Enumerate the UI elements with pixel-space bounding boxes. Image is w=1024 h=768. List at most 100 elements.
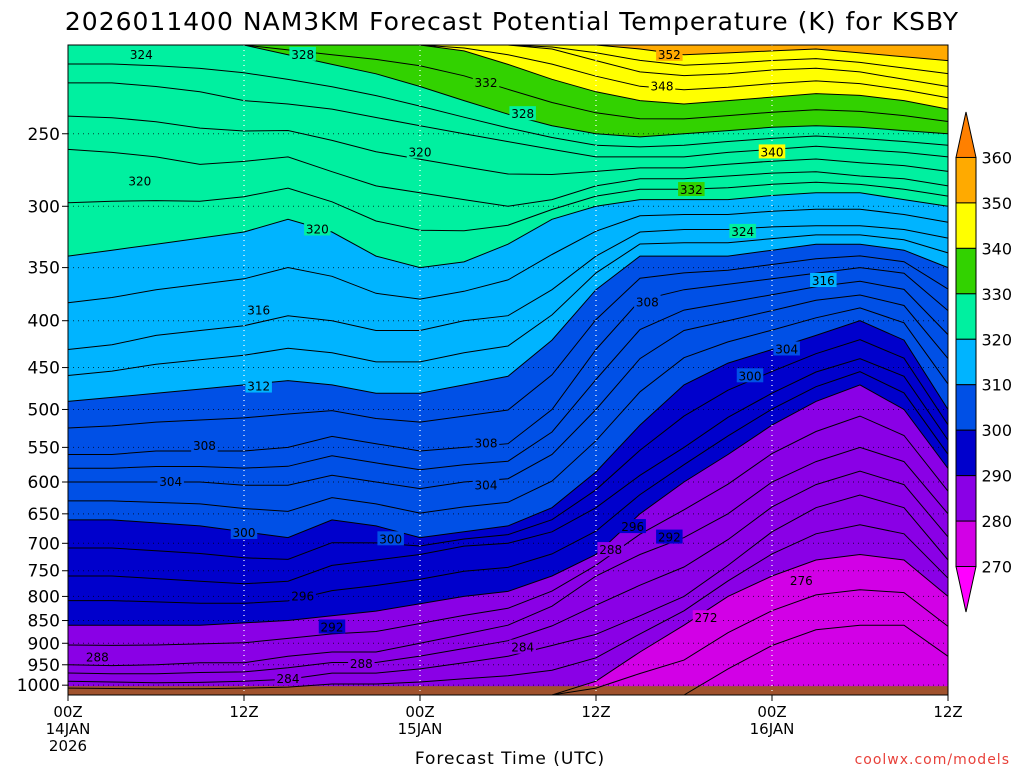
y-tick-label: 250: [28, 125, 60, 145]
contour-label-bg: [678, 182, 705, 197]
contour-label-text: 324: [130, 48, 153, 62]
contour-label-text: 292: [658, 531, 681, 545]
colorbar-label: 360: [981, 148, 1012, 167]
band-356: [68, 45, 948, 61]
contour-label: 312: [245, 378, 272, 394]
contour-284: [67, 494, 949, 684]
contour-label-bg: [472, 477, 500, 492]
x-tick-label: 12Z: [933, 703, 962, 721]
y-tick-label: 350: [28, 259, 60, 279]
contour-label: 324: [729, 223, 756, 239]
colorbar-arrow-bottom: [955, 566, 977, 613]
contour-label-bg: [230, 524, 258, 539]
contour-label: 332: [472, 74, 500, 90]
y-tick-label: 450: [28, 359, 60, 379]
contour-label: 340: [758, 144, 786, 159]
contour-label-text: 300: [739, 369, 762, 383]
colorbar: 360 350 340 330 320 310 300 290 280 270: [955, 111, 1012, 613]
contour-label-bg: [128, 46, 155, 61]
contour-labels: 324 328 332 352 348 328 320 320 340 332 320 324 316 3…: [84, 46, 837, 686]
contour-label-text: 304: [159, 475, 182, 489]
contour-label-bg: [304, 221, 331, 236]
contour-label-text: 276: [790, 574, 813, 588]
contour-label: 332: [678, 182, 705, 197]
contour-label: 272: [692, 610, 720, 625]
contour-label-bg: [126, 173, 154, 188]
contour-label-text: 340: [761, 145, 784, 159]
contour-label-bg: [84, 649, 111, 664]
y-tick-label: 550: [28, 438, 60, 458]
contour-mid: [67, 524, 949, 690]
contour-label-bg: [245, 378, 272, 393]
contour-320: [67, 192, 949, 269]
contour-label-bg: [472, 435, 500, 450]
x-tick-label: 12Z: [581, 703, 610, 721]
y-tick-label: 1000: [17, 676, 60, 696]
contour-label-text: 308: [193, 439, 216, 453]
contour-mid: [67, 234, 949, 376]
colorbar-segment: [955, 338, 977, 386]
credit-link[interactable]: coolwx.com/models: [855, 752, 1010, 768]
contour-316: [67, 225, 949, 350]
contour-label-bg: [736, 368, 764, 383]
colorbar-label: 320: [981, 330, 1012, 349]
contour-label: 308: [472, 435, 500, 451]
contour-label: 328: [509, 106, 536, 121]
contour-label: 284: [274, 671, 302, 686]
contour-label: 320: [406, 144, 434, 159]
x-tick-label: 14JAN: [46, 720, 91, 738]
contour-label-bg: [619, 519, 646, 534]
contour-label-text: 308: [475, 437, 498, 451]
x-tick-label: 00Z: [53, 703, 82, 721]
contour-label-bg: [810, 273, 837, 288]
contour-label-bg: [634, 294, 661, 309]
contour-label-bg: [692, 610, 720, 625]
colorbar-label: 310: [981, 376, 1012, 395]
contour-label: 348: [648, 78, 676, 94]
colorbar-segment: [955, 384, 977, 431]
contour-label-text: 320: [128, 175, 151, 189]
contour-label-text: 304: [775, 342, 798, 356]
colorbar-label: 270: [981, 558, 1012, 577]
contour-label: 300: [377, 531, 404, 546]
contour-label-text: 284: [511, 641, 534, 655]
contour-label-text: 300: [233, 526, 256, 540]
colorbar-segment: [955, 202, 977, 249]
colorbar-segment: [955, 156, 977, 204]
filled-contours: [68, 45, 948, 695]
ground: [68, 686, 948, 695]
contour-label-text: 296: [621, 520, 644, 534]
contour-label-bg: [245, 302, 272, 317]
contour-label-bg: [788, 573, 815, 588]
contour-mid: [67, 470, 949, 675]
contour-mid: [68, 339, 949, 560]
x-tick-label: 16JAN: [750, 720, 795, 738]
contour-label: 352: [656, 46, 683, 62]
plot-area: 324 328 332 352 348 328 320 320 340 332 320 324 316 3…: [67, 44, 949, 696]
contour-label-bg: [509, 639, 536, 654]
contour-mid: [67, 115, 949, 176]
contour-label: 300: [230, 524, 258, 540]
contour-328: [68, 82, 949, 158]
y-tick-label: 950: [28, 656, 60, 676]
contour-label-bg: [318, 619, 346, 634]
contour-label-text: 300: [379, 532, 402, 546]
contour-label-bg: [191, 437, 218, 452]
colorbar-segment: [955, 520, 977, 568]
ground-layer: [68, 686, 948, 695]
y-tick-label: 850: [28, 612, 60, 632]
y-tick-label: 300: [28, 197, 60, 217]
contour-label-text: 324: [731, 225, 754, 239]
contour-label-text: 288: [86, 651, 109, 665]
contour-label: 324: [128, 46, 155, 62]
contour-mid: [68, 63, 949, 148]
y-tick-label: 750: [28, 562, 60, 582]
contour-mid: [67, 181, 949, 232]
contour-label-text: 328: [291, 48, 314, 62]
x-tick-label: 00Z: [757, 703, 786, 721]
colorbar-segment: [955, 475, 977, 522]
contour-292: [68, 384, 949, 626]
y-tick-label: 650: [28, 505, 60, 525]
grid-lines: [68, 45, 948, 695]
contour-label-text: 288: [350, 657, 373, 671]
